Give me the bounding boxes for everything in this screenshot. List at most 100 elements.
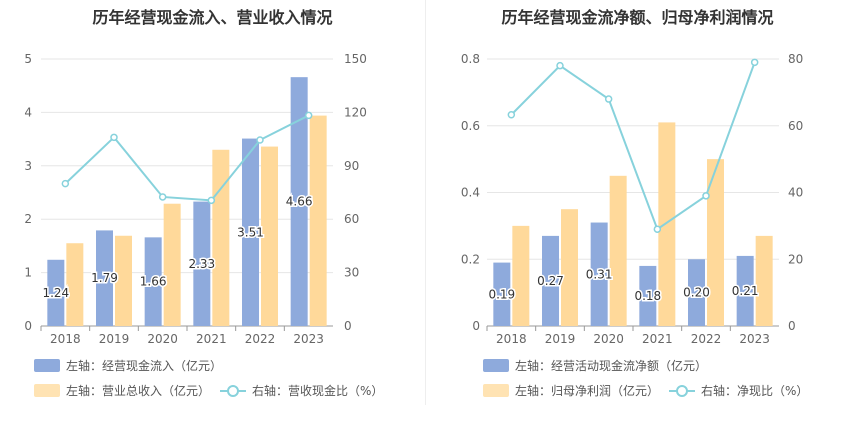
legend-line-marker-icon bbox=[220, 384, 246, 397]
bar-series-2 bbox=[609, 175, 627, 326]
left-axis-tick-label: 3 bbox=[24, 159, 32, 173]
right-axis-tick-label: 60 bbox=[788, 119, 803, 133]
right-axis-tick-label: 80 bbox=[788, 52, 803, 66]
bar-series-2 bbox=[755, 235, 773, 326]
bar-data-label: 4.66 bbox=[286, 195, 313, 209]
x-axis-tick-label: 2022 bbox=[245, 332, 276, 346]
bar-data-label: 0.19 bbox=[488, 287, 515, 301]
left-axis-tick-label: 0.8 bbox=[461, 52, 480, 66]
bar-data-label: 0.31 bbox=[586, 267, 613, 281]
bar-series-2 bbox=[512, 225, 530, 326]
ratio-line-point bbox=[702, 192, 710, 200]
x-axis-tick-label: 2021 bbox=[196, 332, 227, 346]
legend-label: 左轴：归母净利润（亿元） bbox=[515, 384, 660, 398]
bar-series-1 bbox=[736, 255, 754, 326]
bar-series-1 bbox=[193, 201, 211, 326]
ratio-line-point bbox=[207, 196, 216, 205]
bar-data-label: 0.21 bbox=[732, 284, 759, 298]
right-chart-title: 历年经营现金流净额、归母净利润情况 bbox=[501, 8, 774, 27]
right-axis-tick-label: 20 bbox=[788, 252, 803, 266]
panel-divider bbox=[425, 0, 426, 405]
ratio-line-point bbox=[556, 61, 564, 70]
bar-data-label: 1.24 bbox=[42, 286, 69, 300]
bar-data-label: 0.20 bbox=[683, 286, 710, 300]
left-axis-tick-label: 2 bbox=[24, 212, 32, 226]
bar-series-2 bbox=[658, 122, 676, 326]
bar-series-1 bbox=[144, 237, 162, 326]
bar-series-2 bbox=[261, 146, 278, 326]
bar-data-label: 3.51 bbox=[237, 225, 264, 239]
ratio-line-point bbox=[507, 110, 516, 119]
bar-series-1 bbox=[96, 230, 113, 326]
legend-swatch-orange bbox=[483, 384, 509, 397]
ratio-line bbox=[510, 61, 756, 231]
x-axis-tick-label: 2023 bbox=[293, 332, 324, 346]
ratio-line-point bbox=[110, 133, 118, 142]
bar-series-2 bbox=[66, 243, 84, 326]
x-axis-tick-label: 2021 bbox=[642, 332, 673, 346]
ratio-line-point bbox=[256, 136, 264, 144]
right-axis-tick-label: 120 bbox=[344, 105, 367, 119]
legend-item-net-profit[interactable]: 左轴：归母净利润（亿元） bbox=[483, 382, 659, 399]
left-axis-tick-label: 0 bbox=[24, 319, 32, 333]
ratio-line bbox=[64, 114, 310, 202]
right-chart-panel: 历年经营现金流净额、归母净利润情况 0 0.2 0.4 0.6 0.8 0 20 40 60 80… bbox=[425, 0, 850, 437]
ratio-line-point bbox=[653, 225, 662, 233]
right-axis-tick-label: 40 bbox=[788, 186, 803, 200]
bar-data-label: 0.27 bbox=[537, 274, 564, 288]
legend-item-revenue[interactable]: 左轴：营业总收入（亿元） bbox=[34, 382, 210, 399]
bar-series-2 bbox=[561, 209, 578, 326]
legend-swatch-orange bbox=[34, 384, 60, 397]
ratio-line-point bbox=[61, 179, 70, 188]
x-axis-tick-label: 2019 bbox=[99, 332, 130, 346]
legend-item-net-cash-ratio[interactable]: 右轴：净现比（%） bbox=[669, 382, 808, 399]
bar-series-1 bbox=[639, 265, 657, 326]
legend-label: 左轴：经营活动现金流净额（亿元） bbox=[515, 359, 708, 373]
bar-series-1 bbox=[290, 77, 308, 326]
legend-item-revenue-cash-ratio[interactable]: 右轴：营收现金比（%） bbox=[220, 382, 383, 399]
x-axis-tick-label: 2018 bbox=[50, 332, 81, 346]
bar-series-1 bbox=[542, 235, 559, 326]
x-axis-tick-label: 2020 bbox=[147, 332, 178, 346]
legend-label: 左轴：经营现金流入（亿元） bbox=[66, 359, 223, 373]
left-axis-tick-label: 4 bbox=[24, 105, 32, 119]
ratio-line-point bbox=[604, 95, 613, 103]
bar-series-1 bbox=[242, 138, 259, 326]
bar-series-2 bbox=[115, 235, 132, 326]
legend-swatch-blue bbox=[483, 359, 509, 372]
bar-data-label: 0.18 bbox=[634, 289, 661, 303]
bar-series-1 bbox=[590, 222, 608, 326]
right-axis-tick-label: 90 bbox=[344, 159, 359, 173]
legend-swatch-blue bbox=[34, 359, 60, 372]
legend-item-cash-inflow[interactable]: 左轴：经营现金流入（亿元） bbox=[34, 357, 222, 374]
left-axis-tick-label: 0.6 bbox=[461, 119, 480, 133]
legend-line-marker-icon bbox=[669, 384, 695, 397]
x-axis-tick-label: 2020 bbox=[593, 332, 624, 346]
bar-series-2 bbox=[707, 159, 724, 326]
left-chart-plot: 0 1 2 3 4 5 0 30 60 90 120 150 2018 1.24 2019 1.79 2020 1… bbox=[24, 52, 367, 346]
right-axis-tick-label: 30 bbox=[344, 266, 359, 280]
legend-label: 右轴：营收现金比（%） bbox=[252, 384, 384, 398]
right-axis-tick-label: 0 bbox=[344, 319, 352, 333]
right-axis-tick-label: 60 bbox=[344, 212, 359, 226]
right-axis-tick-label: 150 bbox=[344, 52, 367, 66]
legend-label: 右轴：净现比（%） bbox=[701, 384, 809, 398]
right-chart-plot: 0 0.2 0.4 0.6 0.8 0 20 40 60 80 2018 0.19 2019 0.27 20… bbox=[461, 52, 803, 346]
bar-data-label: 1.66 bbox=[140, 275, 167, 289]
ratio-line-point bbox=[304, 111, 313, 120]
left-axis-tick-label: 0.4 bbox=[461, 186, 480, 200]
left-chart-title: 历年经营现金流入、营业收入情况 bbox=[92, 8, 333, 27]
ratio-line-point bbox=[158, 193, 167, 201]
left-axis-tick-label: 0.2 bbox=[461, 252, 480, 266]
right-axis-tick-label: 0 bbox=[788, 319, 796, 333]
left-axis-tick-label: 5 bbox=[24, 52, 32, 66]
left-axis-tick-label: 0 bbox=[472, 319, 480, 333]
bar-series-1 bbox=[47, 259, 65, 326]
bar-series-1 bbox=[493, 262, 511, 326]
left-chart-panel: 历年经营现金流入、营业收入情况 0 1 2 3 4 5 0 30 60 90 120 150 2018 1… bbox=[24, 8, 383, 399]
x-axis-tick-label: 2022 bbox=[691, 332, 722, 346]
legend-item-net-cash-flow[interactable]: 左轴：经营活动现金流净额（亿元） bbox=[483, 357, 707, 374]
x-axis-tick-label: 2019 bbox=[545, 332, 576, 346]
bar-data-label: 2.33 bbox=[188, 257, 215, 271]
ratio-line-point bbox=[750, 58, 759, 67]
